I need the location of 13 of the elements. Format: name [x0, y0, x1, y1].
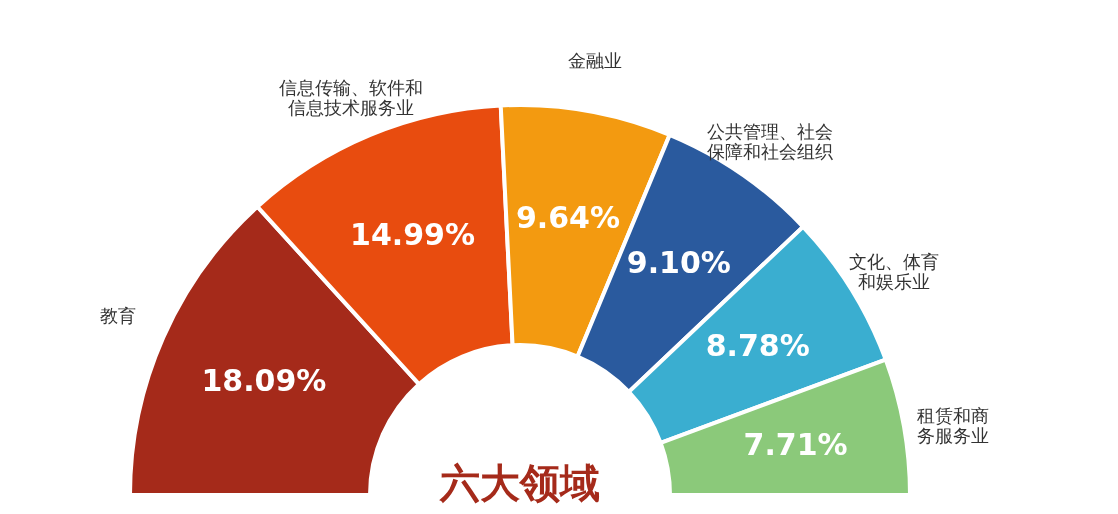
slice-label: 公共管理、社会保障和社会组织	[706, 120, 833, 162]
slice-label: 信息传输、软件和信息技术服务业	[279, 76, 424, 118]
slice-label: 金融业	[568, 49, 623, 71]
data-label: 9.64%	[515, 200, 621, 236]
slice-label: 租赁和商务服务业	[917, 405, 990, 447]
slice-label: 文化、体育和娱乐业	[848, 250, 939, 292]
data-label: 9.10%	[626, 245, 731, 281]
data-label: 18.09%	[201, 362, 327, 398]
data-label: 8.78%	[705, 328, 810, 364]
text: 六大领域	[439, 460, 600, 506]
slice-label: 教育	[99, 305, 136, 327]
data-label: 14.99%	[350, 217, 475, 253]
data-label: 7.71%	[743, 426, 848, 462]
